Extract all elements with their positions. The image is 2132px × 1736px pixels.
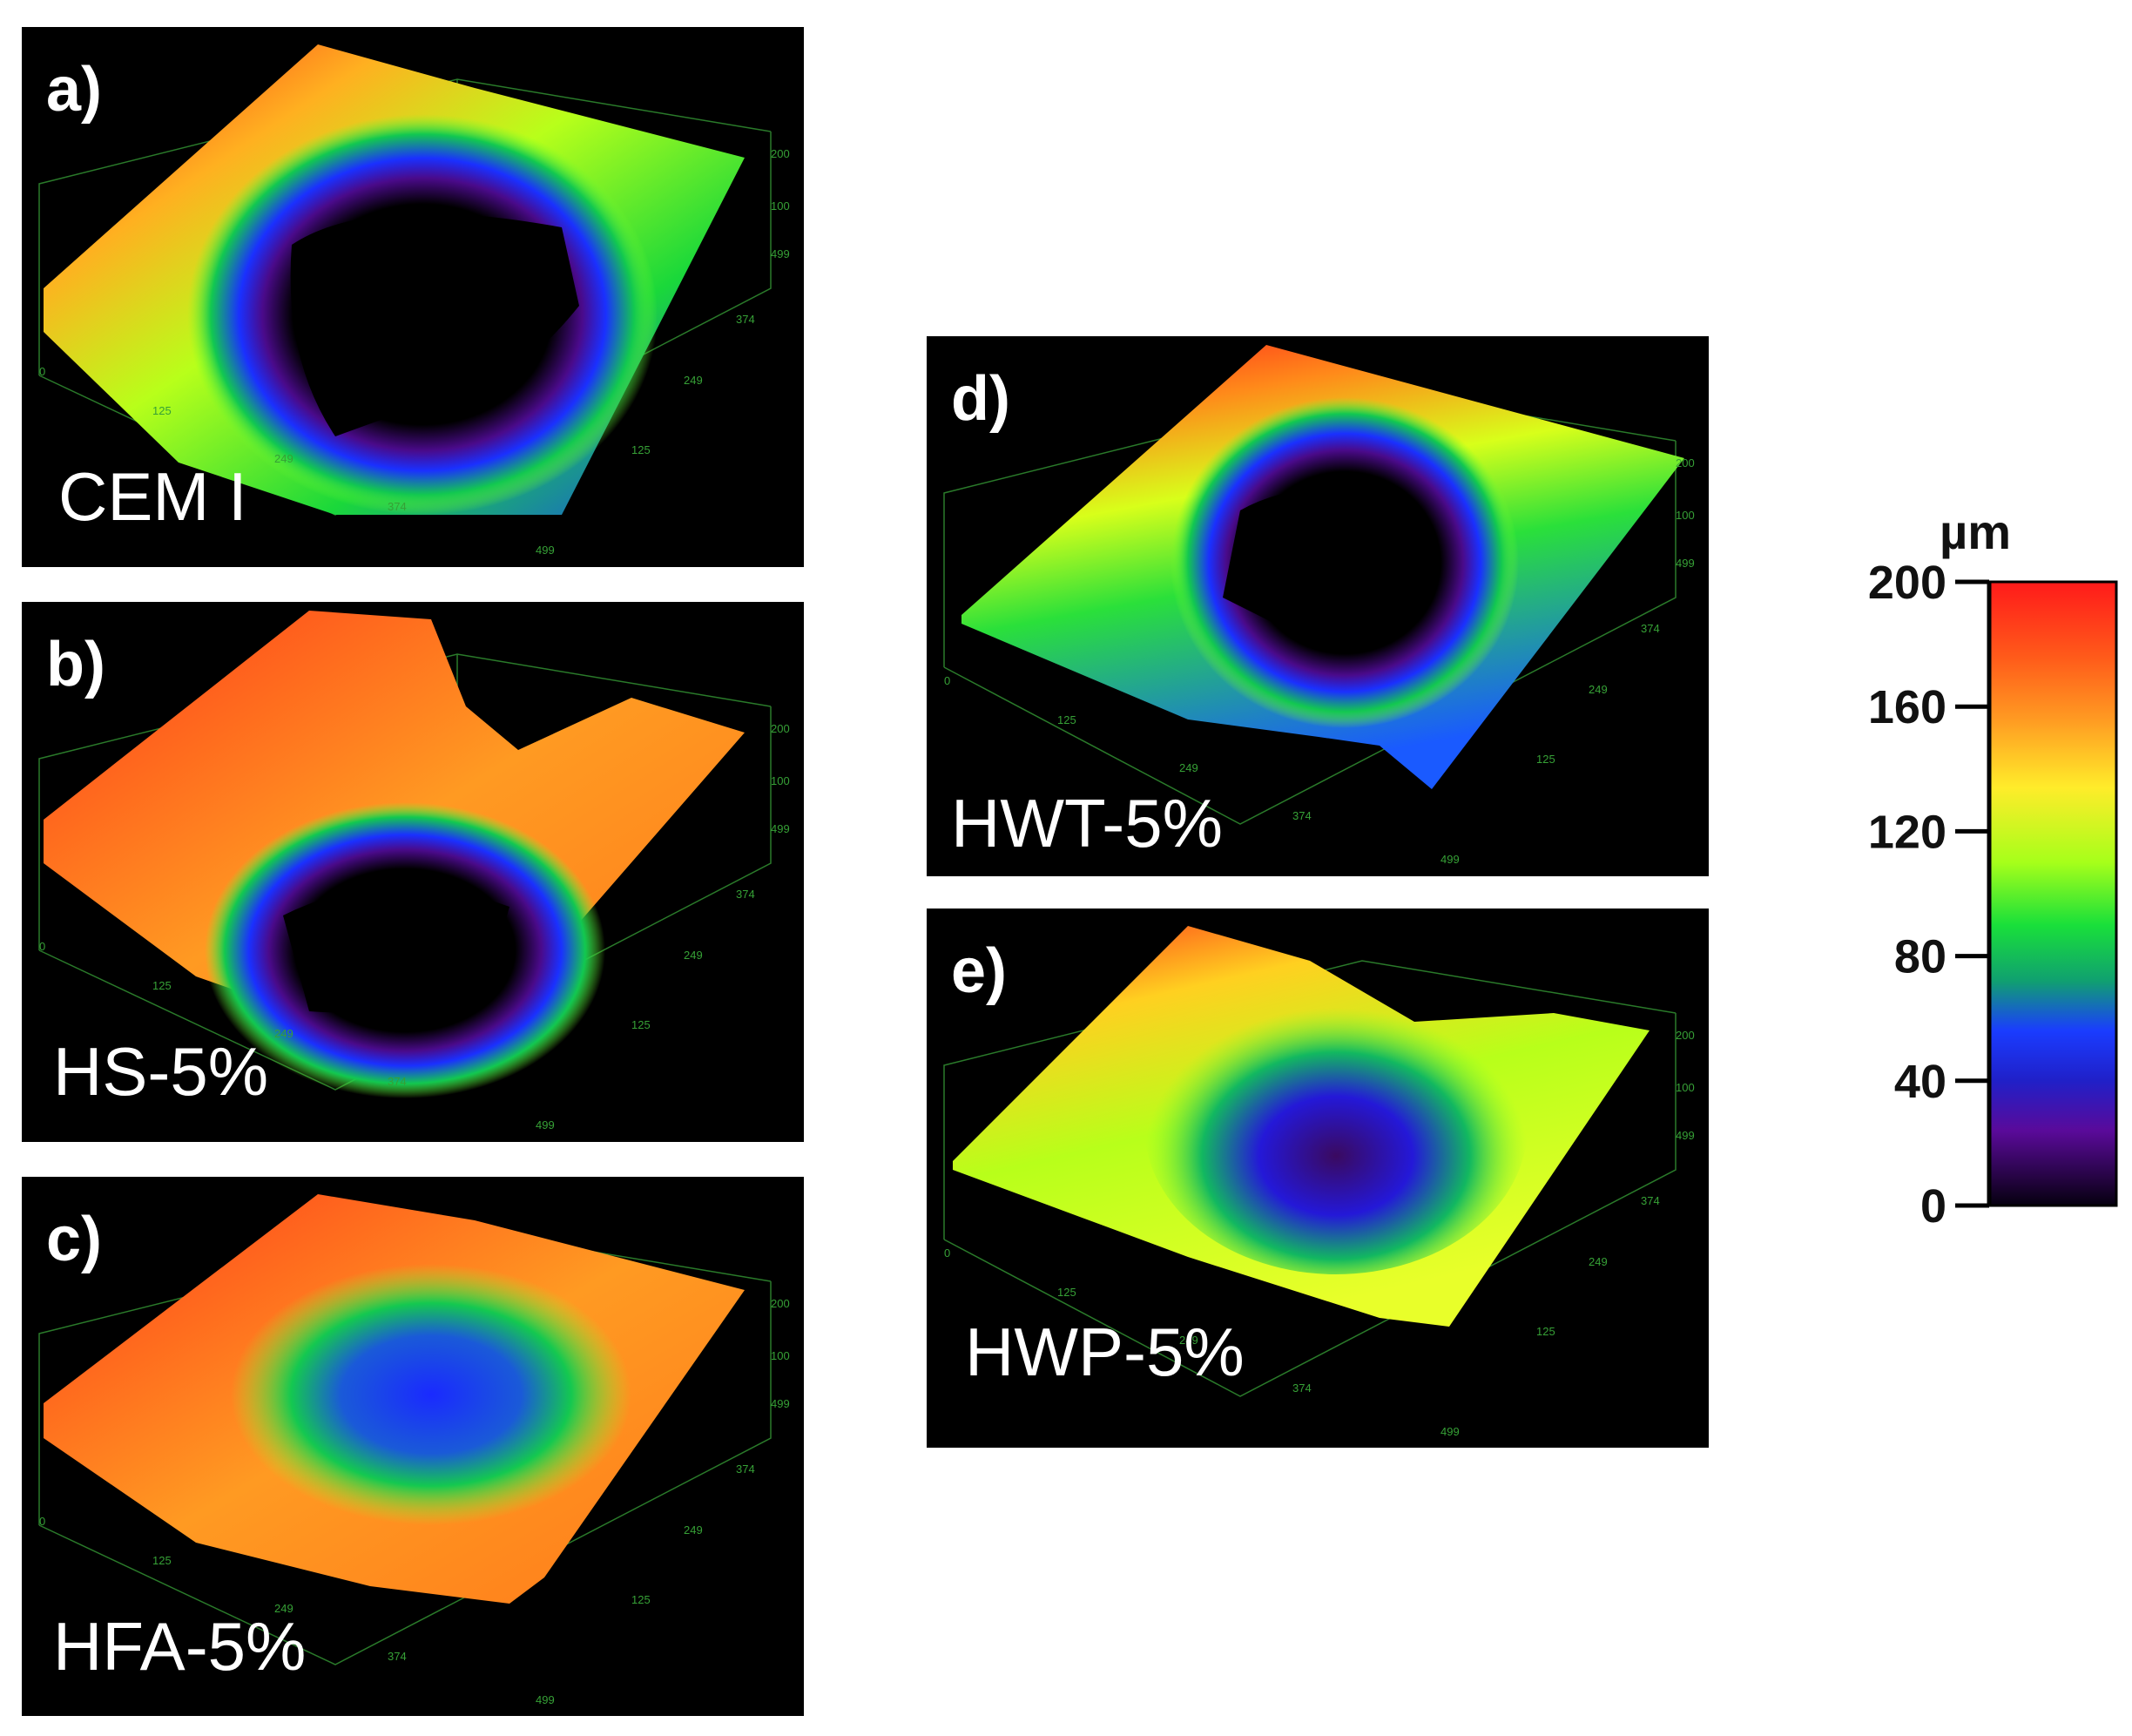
surface-plot-d: 200 100 499 374 249 125 0 125 249 374 49…	[943, 345, 1695, 866]
svg-text:499: 499	[1676, 1129, 1695, 1142]
panel-letter: b)	[46, 630, 105, 699]
svg-text:100: 100	[771, 774, 790, 787]
panel-letter: d)	[951, 364, 1010, 434]
panel-sample-name: CEM I	[58, 458, 247, 535]
surface-plot-e: 200 100 499 374 249 125 0 125 249 374 49…	[943, 926, 1695, 1438]
svg-text:499: 499	[536, 1118, 555, 1131]
svg-text:100: 100	[1676, 1081, 1695, 1094]
legend-tick-label: 80	[1894, 931, 1946, 983]
svg-text:499: 499	[771, 822, 790, 835]
svg-text:249: 249	[274, 1027, 293, 1040]
svg-text:249: 249	[684, 374, 703, 387]
pit	[231, 1264, 631, 1525]
legend-tick-label: 160	[1868, 681, 1946, 733]
svg-text:200: 200	[1676, 1029, 1695, 1042]
svg-text:249: 249	[1589, 683, 1608, 696]
svg-text:499: 499	[771, 247, 790, 260]
surface-plot-c: 200 100 499 374 249 125 0 125 249 374 49…	[38, 1194, 790, 1706]
svg-text:249: 249	[684, 1523, 703, 1537]
legend-tick-label: 40	[1894, 1056, 1946, 1108]
svg-text:200: 200	[771, 1297, 790, 1310]
svg-text:374: 374	[736, 1462, 755, 1476]
panel-e: 200 100 499 374 249 125 0 125 249 374 49…	[927, 909, 1709, 1448]
legend-tick-label: 120	[1868, 806, 1946, 858]
color-scale-legend: µm 200 160 120 80 40 0	[1868, 504, 2118, 1233]
svg-text:0: 0	[39, 1515, 45, 1528]
svg-text:374: 374	[736, 313, 755, 326]
svg-text:374: 374	[388, 1075, 407, 1088]
svg-text:374: 374	[736, 888, 755, 901]
surface-plot-a: 200 100 499 374 249 125 0 125 249 374 49…	[38, 44, 790, 557]
legend-ticks: 200 160 120 80 40 0	[1868, 557, 1989, 1233]
panel-c: 200 100 499 374 249 125 0 125 249 374 49…	[22, 1177, 804, 1716]
svg-text:125: 125	[152, 979, 172, 992]
svg-text:0: 0	[39, 365, 45, 378]
svg-text:125: 125	[1536, 1325, 1555, 1338]
svg-text:0: 0	[39, 940, 45, 953]
svg-text:100: 100	[1676, 509, 1695, 522]
panel-sample-name: HS-5%	[53, 1033, 269, 1110]
svg-text:125: 125	[152, 1554, 172, 1567]
svg-text:499: 499	[536, 544, 555, 557]
svg-text:249: 249	[1179, 761, 1198, 774]
panel-letter: c)	[46, 1205, 103, 1274]
panel-sample-name: HWT-5%	[951, 785, 1223, 861]
color-bar	[1987, 580, 2118, 1207]
svg-text:100: 100	[771, 199, 790, 213]
svg-text:0: 0	[944, 674, 950, 687]
svg-text:125: 125	[152, 404, 172, 417]
svg-text:249: 249	[274, 1602, 293, 1615]
panel-d: 200 100 499 374 249 125 0 125 249 374 49…	[927, 336, 1709, 876]
svg-text:200: 200	[771, 147, 790, 160]
svg-text:125: 125	[1057, 1286, 1076, 1299]
panel-a: 200 100 499 374 249 125 0 125 249 374 49…	[22, 27, 804, 567]
svg-text:499: 499	[1440, 853, 1460, 866]
svg-text:125: 125	[631, 1018, 651, 1031]
svg-text:200: 200	[1676, 456, 1695, 469]
panel-sample-name: HFA-5%	[53, 1608, 307, 1685]
svg-text:125: 125	[1536, 753, 1555, 766]
svg-text:0: 0	[944, 1246, 950, 1260]
legend-tick-label: 200	[1868, 557, 1946, 609]
panel-letter: e)	[951, 936, 1008, 1006]
pit	[1144, 978, 1528, 1274]
svg-text:499: 499	[771, 1397, 790, 1410]
panel-sample-name: HWP-5%	[965, 1314, 1245, 1390]
svg-text:499: 499	[536, 1693, 555, 1706]
svg-text:374: 374	[1292, 1381, 1312, 1395]
svg-text:499: 499	[1676, 557, 1695, 570]
svg-text:249: 249	[1589, 1255, 1608, 1268]
svg-text:200: 200	[771, 722, 790, 735]
svg-text:499: 499	[1440, 1425, 1460, 1438]
svg-text:100: 100	[771, 1349, 790, 1362]
svg-text:249: 249	[684, 949, 703, 962]
svg-text:374: 374	[1641, 1194, 1660, 1207]
surface-plot-b: 200 100 499 374 249 125 0 125 249 374 49…	[38, 611, 790, 1131]
svg-text:374: 374	[388, 500, 407, 513]
svg-text:374: 374	[1641, 622, 1660, 635]
panel-b: 200 100 499 374 249 125 0 125 249 374 49…	[22, 602, 804, 1142]
svg-text:374: 374	[1292, 809, 1312, 822]
panel-letter: a)	[46, 55, 103, 125]
svg-text:249: 249	[274, 452, 293, 465]
legend-unit: µm	[1940, 504, 2011, 559]
legend-tick-label: 0	[1920, 1180, 1946, 1233]
svg-text:125: 125	[631, 443, 651, 456]
svg-text:374: 374	[388, 1650, 407, 1663]
svg-text:249: 249	[1179, 1334, 1198, 1347]
svg-text:125: 125	[1057, 713, 1076, 726]
svg-text:125: 125	[631, 1593, 651, 1606]
